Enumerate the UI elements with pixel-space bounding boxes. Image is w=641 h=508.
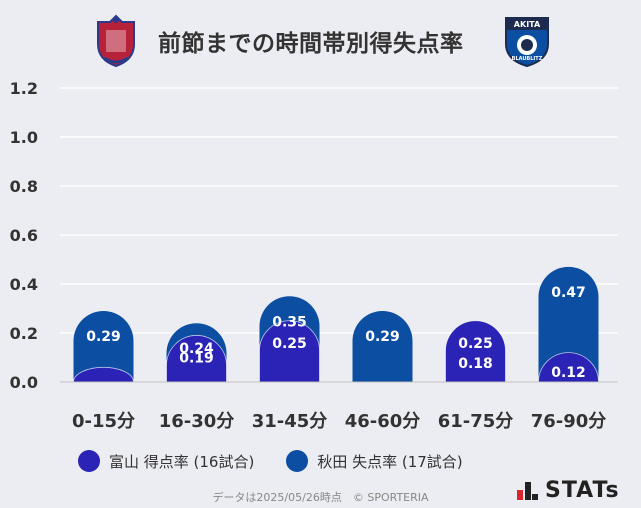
data-label-toyama: 0.25: [458, 336, 493, 352]
data-label-akita: 0.47: [551, 285, 586, 301]
bar-toyama: [73, 366, 134, 383]
bar-toyama: [259, 320, 320, 383]
chart-header: 前節までの時間帯別得失点率 AKITA BLAUBLITZ: [0, 0, 641, 80]
bar-toyama: [445, 320, 506, 383]
y-tick-label: 0.2: [10, 324, 38, 343]
bar-akita: [73, 310, 134, 382]
akita-crest-subtext: BLAUBLITZ: [512, 56, 543, 62]
y-tick-label: 0.6: [10, 226, 38, 245]
akita-crest-icon: AKITA BLAUBLITZ: [505, 17, 549, 68]
stats-brand: STATs: [517, 478, 620, 503]
bar-akita: [352, 310, 413, 382]
data-label-akita: 0.24: [179, 341, 214, 357]
data-label-toyama: 0.12: [551, 365, 586, 381]
data-label-akita: 0.35: [272, 314, 307, 330]
y-tick-label: 1.0: [10, 128, 38, 147]
x-tick-label: 46-60分: [345, 411, 421, 432]
data-label-toyama: 0.25: [272, 336, 307, 352]
y-tick-label: 0.4: [10, 275, 38, 294]
bar-chart: 0.0 0.2 0.4 0.6 0.8 1.0 1.2 0.29 0-15分 0.240.19 16…: [10, 79, 618, 432]
data-label-akita: 0.18: [458, 356, 493, 372]
legend-swatch-toyama: [78, 450, 100, 472]
legend-item-toyama: 富山 得点率 (16試合): [78, 450, 254, 472]
legend-label-akita: 秋田 失点率 (17試合): [317, 452, 463, 471]
bar-akita: [538, 266, 599, 382]
bar-toyama: [538, 352, 599, 383]
x-tick-label: 61-75分: [438, 411, 514, 432]
footer-credit: データは2025/05/26時点 © SPORTERIA: [212, 491, 429, 504]
toyama-crest-icon: [97, 14, 135, 68]
y-tick-label: 1.2: [10, 79, 38, 98]
y-tick-label: 0.8: [10, 177, 38, 196]
x-tick-label: 16-30分: [159, 411, 235, 432]
x-tick-label: 0-15分: [72, 411, 135, 432]
legend-item-akita: 秋田 失点率 (17試合): [286, 450, 463, 472]
x-tick-label: 76-90分: [531, 411, 607, 432]
data-label-akita: 0.29: [365, 329, 400, 345]
stats-bars-icon: [517, 480, 539, 502]
akita-crest-text: AKITA: [514, 20, 541, 29]
chart-title: 前節までの時間帯別得失点率: [158, 31, 464, 57]
data-label-toyama: 0.19: [179, 350, 214, 366]
legend-swatch-akita: [286, 450, 309, 472]
x-tick-label: 31-45分: [252, 411, 328, 432]
y-tick-label: 0.0: [10, 373, 38, 392]
stats-wordmark: STATs: [545, 478, 620, 503]
data-label-akita: 0.29: [86, 329, 121, 345]
legend-label-toyama: 富山 得点率 (16試合): [109, 452, 255, 471]
legend: 富山 得点率 (16試合) 秋田 失点率 (17試合): [78, 448, 495, 474]
bar-toyama: [166, 335, 227, 383]
